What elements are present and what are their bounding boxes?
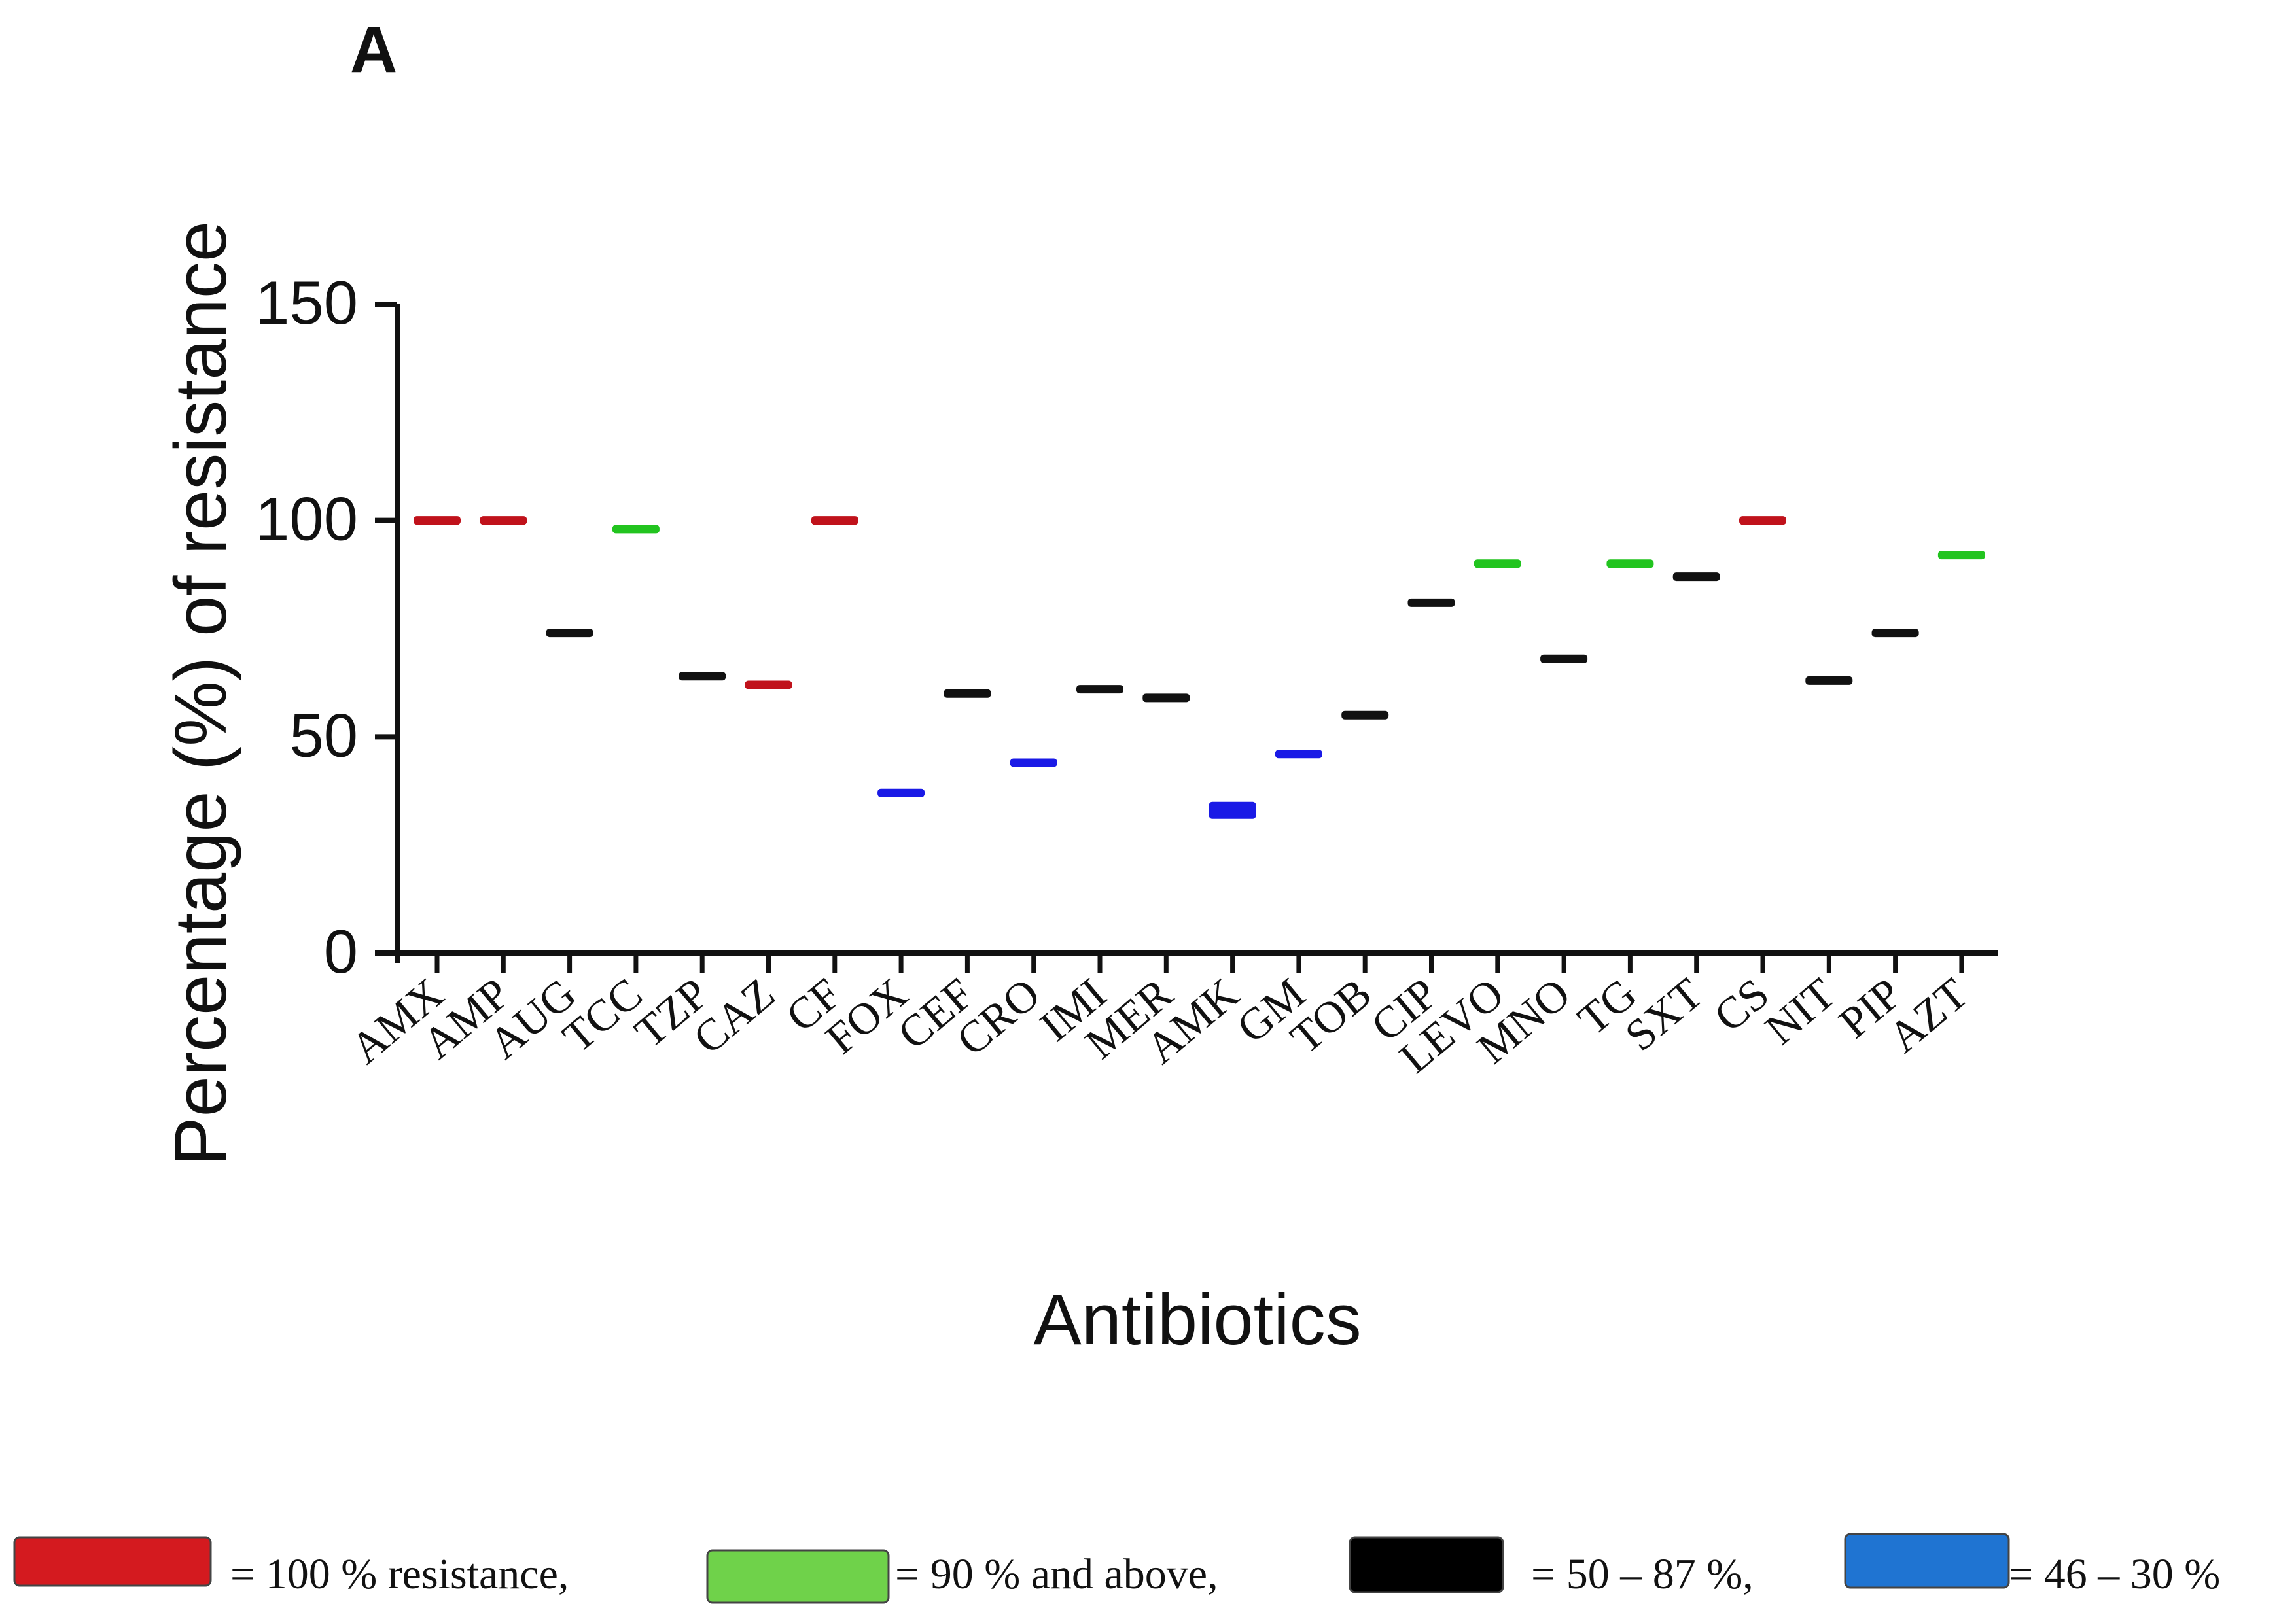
legend-label-black: = 50 – 87 %, [1531,1550,1754,1598]
data-mark-levo [1474,559,1521,568]
legend-label-green: = 90 % and above, [895,1550,1218,1598]
data-mark-sxt [1672,572,1720,582]
legend-swatch-black [1349,1536,1504,1593]
x-tick-label: AZT [1879,968,1977,1062]
data-mark-mer [1142,693,1190,703]
legend: = 100 % resistance, = 90 % and above, = … [13,1533,2220,1604]
y-tick-label: 0 [324,917,358,986]
data-mark-mno [1540,654,1588,663]
x-tick-label: SXT [1616,968,1712,1060]
x-tick-labels: AMXAMPAUGTCCTZPCAZCFFOXCEFCROIMIMERAMKGM… [341,968,1977,1083]
data-mark-gm [1275,750,1322,759]
y-tick-label: 100 [255,485,358,553]
legend-label-blue: = 46 – 30 % [2009,1550,2220,1598]
data-mark-amk [1209,801,1256,819]
data-mark-tob [1341,710,1389,720]
y-tick-label: 150 [255,268,358,337]
y-tick-labels: 0 50 100 150 [255,268,358,986]
data-mark-azt [1937,551,1985,560]
y-tick-label: 50 [289,701,358,769]
x-tick-label: CAZ [684,968,784,1064]
y-axis-title: Percentage (%) of resistance [160,221,241,1166]
legend-swatch-blue [1844,1533,2010,1589]
data-mark-fox [877,788,925,797]
data-mark-amx [414,516,461,525]
data-mark-amp [480,516,527,525]
data-mark-cef [944,689,991,698]
axis-ticks [375,302,1964,973]
data-mark-caz [745,680,792,689]
x-axis-title: Antibiotics [1033,1280,1361,1360]
data-mark-cs [1739,516,1786,525]
data-mark-pip [1871,629,1919,638]
legend-swatch-green [706,1549,890,1604]
data-mark-tzp [679,672,726,681]
panel-label: A [350,13,397,86]
data-mark-aug [546,629,593,638]
data-mark-tg [1606,559,1654,568]
data-mark-cip [1407,598,1455,607]
legend-swatch-red [13,1536,212,1587]
data-mark-imi [1076,685,1123,694]
legend-label-red: = 100 % resistance, [230,1550,569,1598]
data-mark-cro [1010,758,1057,767]
data-mark-nit [1805,676,1853,685]
data-marks [414,516,1985,819]
data-mark-cf [811,516,858,525]
data-mark-tcc [612,525,660,534]
